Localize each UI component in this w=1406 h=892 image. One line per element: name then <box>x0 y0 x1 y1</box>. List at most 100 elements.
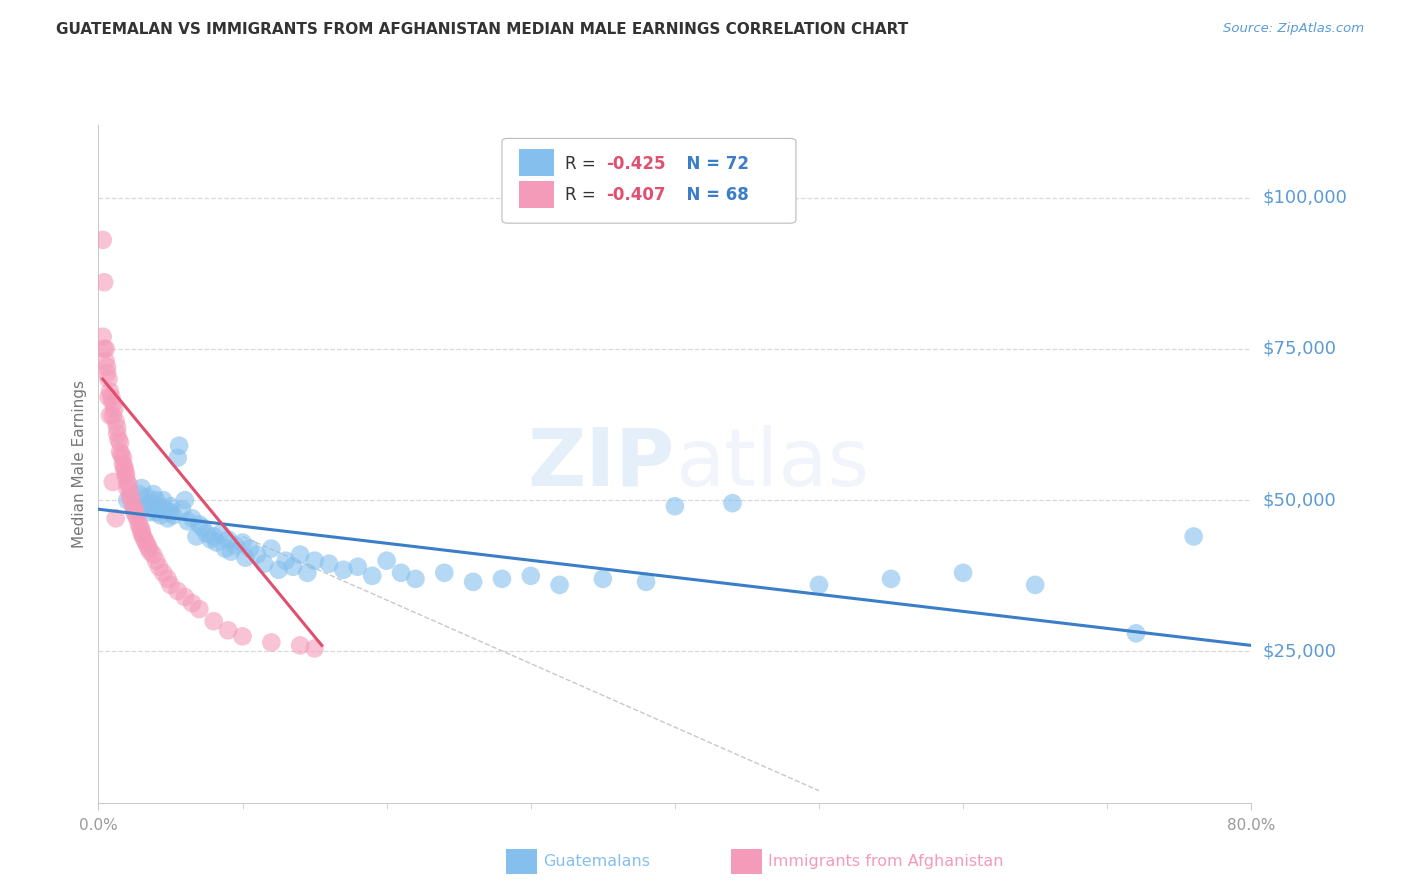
Point <box>139 544 162 558</box>
Point <box>101 475 124 489</box>
Point <box>98 409 121 423</box>
Point <box>131 481 153 495</box>
Point <box>217 624 239 638</box>
Point <box>290 548 312 562</box>
Point <box>117 481 138 495</box>
Point <box>952 566 974 580</box>
FancyBboxPatch shape <box>519 149 554 176</box>
Point <box>592 572 614 586</box>
Point <box>170 502 193 516</box>
Point <box>188 517 211 532</box>
Point <box>101 396 124 410</box>
Text: R =: R = <box>565 154 602 172</box>
Point <box>142 548 165 562</box>
Point <box>191 520 214 534</box>
Point <box>105 420 128 434</box>
Point <box>125 508 148 523</box>
Point <box>260 635 283 649</box>
Point <box>1125 626 1147 640</box>
Point <box>239 541 262 556</box>
Point <box>461 574 484 589</box>
Point <box>202 614 225 628</box>
Point <box>97 390 120 404</box>
Point <box>156 572 179 586</box>
Point <box>145 493 167 508</box>
Point <box>105 426 128 441</box>
Point <box>132 529 155 543</box>
Point <box>148 500 170 514</box>
Point <box>217 533 239 547</box>
Point <box>290 639 312 653</box>
Point <box>281 559 304 574</box>
Point <box>111 450 134 465</box>
Point <box>1182 529 1205 543</box>
Point <box>124 502 146 516</box>
FancyBboxPatch shape <box>519 181 554 208</box>
Text: -0.425: -0.425 <box>606 154 665 172</box>
Point <box>214 541 236 556</box>
Point <box>114 466 136 480</box>
Point <box>166 450 188 465</box>
Point <box>807 578 830 592</box>
Point <box>405 572 427 586</box>
Point <box>231 535 254 549</box>
Point <box>159 505 181 519</box>
Point <box>346 559 368 574</box>
Text: $50,000: $50,000 <box>1263 491 1336 509</box>
Text: Source: ZipAtlas.com: Source: ZipAtlas.com <box>1223 22 1364 36</box>
Point <box>318 557 340 571</box>
Point <box>101 409 124 423</box>
Point <box>139 496 162 510</box>
Point <box>128 487 150 501</box>
Point <box>138 505 160 519</box>
Point <box>97 372 120 386</box>
Point <box>721 496 744 510</box>
FancyBboxPatch shape <box>502 138 796 223</box>
Point <box>148 559 170 574</box>
Point <box>253 557 276 571</box>
Point <box>124 505 146 519</box>
Text: R =: R = <box>565 186 602 204</box>
Point <box>138 541 160 556</box>
Point <box>188 602 211 616</box>
Point <box>104 414 127 429</box>
Point <box>134 533 156 547</box>
Point <box>120 490 142 504</box>
Text: $100,000: $100,000 <box>1263 188 1347 207</box>
Point <box>205 535 228 549</box>
Text: -0.407: -0.407 <box>606 186 665 204</box>
Point <box>267 563 290 577</box>
Point <box>145 505 167 519</box>
Point <box>235 550 257 565</box>
Point <box>219 544 242 558</box>
Point <box>174 590 197 604</box>
Point <box>152 566 174 580</box>
Point <box>159 578 181 592</box>
Text: Immigrants from Afghanistan: Immigrants from Afghanistan <box>768 855 1002 869</box>
Point <box>209 526 232 541</box>
Point <box>96 366 118 380</box>
Point <box>181 596 204 610</box>
Point <box>117 475 138 489</box>
Point <box>103 402 125 417</box>
Point <box>153 502 176 516</box>
Point <box>107 433 129 447</box>
Point <box>112 463 135 477</box>
Point <box>131 526 153 541</box>
Point <box>121 493 143 508</box>
Point <box>129 520 152 534</box>
Point <box>195 526 218 541</box>
Point <box>136 539 159 553</box>
Point <box>110 448 132 462</box>
Point <box>120 487 142 501</box>
Text: N = 72: N = 72 <box>675 154 749 172</box>
Point <box>112 459 135 474</box>
Text: N = 68: N = 68 <box>675 186 748 204</box>
Point <box>880 572 903 586</box>
Point <box>131 502 153 516</box>
Text: $75,000: $75,000 <box>1263 340 1337 358</box>
Point <box>304 641 326 656</box>
Point <box>94 354 117 368</box>
Text: atlas: atlas <box>675 425 869 503</box>
Point <box>131 524 153 538</box>
